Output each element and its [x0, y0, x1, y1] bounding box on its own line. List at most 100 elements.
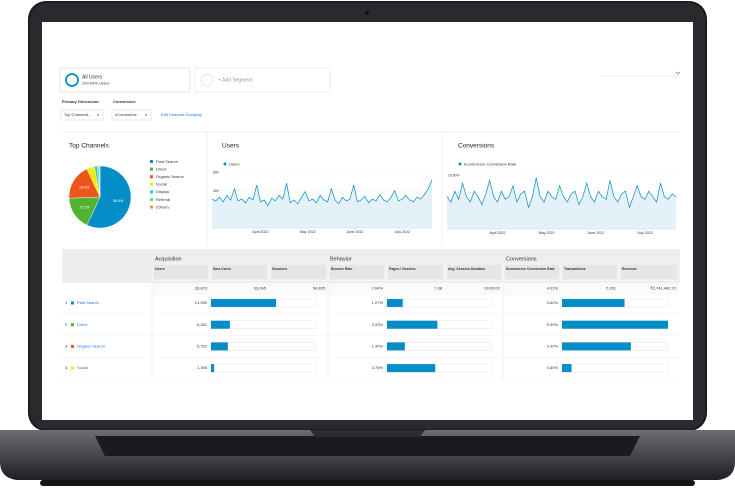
line: [446, 177, 677, 209]
row-rank: 4: [65, 365, 68, 370]
header-cell: [386, 263, 445, 281]
channel-swatch: [71, 366, 74, 370]
total-cell: [210, 282, 269, 295]
conversion-value: 3.62%: [547, 300, 559, 305]
segment-card[interactable]: [59, 67, 191, 93]
panel-title: Users: [222, 143, 240, 150]
area: [212, 179, 432, 228]
total-cell: [386, 282, 445, 295]
total-cell: [445, 282, 503, 295]
total-value: 33,873: [195, 286, 208, 291]
legend-swatch: [150, 205, 153, 209]
channel-link[interactable]: Paid Search: [77, 300, 99, 305]
bar: [211, 364, 215, 373]
column-header[interactable]: New Users: [213, 267, 231, 271]
bar: [387, 342, 405, 351]
users-value: 1,396: [197, 365, 208, 370]
legend-label: Display: [156, 189, 169, 194]
channel-link[interactable]: Direct: [77, 322, 88, 327]
bar: [562, 299, 625, 307]
channel-link[interactable]: Organic Search: [77, 343, 105, 348]
column-header[interactable]: Sessions: [272, 267, 287, 271]
total-cell: [561, 282, 619, 295]
add-segment[interactable]: + Add Segment: [218, 77, 253, 83]
total-cell: [619, 282, 679, 295]
channel-link[interactable]: Social: [77, 365, 88, 370]
column-header[interactable]: Users: [155, 267, 165, 271]
legend-swatch: [150, 190, 153, 194]
column-header[interactable]: Pages / Session: [389, 267, 416, 271]
total-value: 2.04%: [372, 286, 384, 291]
legend-label: Ecommerce Conversion Rate: [464, 161, 517, 166]
date-range-arrow[interactable]: [675, 71, 681, 75]
bar: [211, 299, 277, 307]
bounce-value: 3.78%: [372, 365, 384, 370]
total-value: 4.01%: [547, 286, 559, 291]
remove-icon[interactable]: [96, 113, 100, 117]
total-value: 54,835: [313, 286, 326, 291]
remove-icon[interactable]: [144, 113, 148, 117]
legend-label: Organic Search: [156, 174, 184, 179]
conversion-value: 3.90%: [547, 343, 559, 348]
bar: [211, 320, 230, 329]
header-cell: [503, 263, 561, 281]
keyboard-strip: [95, 436, 640, 456]
y-tick-label: 600: [213, 170, 219, 174]
legend-swatch: [150, 167, 153, 171]
bar-track: [210, 363, 317, 373]
y-tick-label: 400: [213, 189, 219, 193]
users-value: 6,281: [197, 322, 208, 327]
header-cell: [328, 263, 386, 281]
panel-title: Conversions: [458, 143, 495, 150]
add-segment-card[interactable]: [194, 67, 331, 93]
edit-grouping-link[interactable]: Edit Channel Grouping: [161, 112, 201, 117]
dimension-dropdown[interactable]: [60, 109, 104, 121]
conversion-label: Conversion:: [113, 99, 136, 104]
segment-detail: 100.00% Users: [82, 81, 109, 86]
column-header[interactable]: Revenue: [622, 267, 637, 271]
legend-swatch: [150, 175, 153, 179]
legend-swatch: [150, 198, 153, 201]
users-value: 5,752: [197, 343, 208, 348]
header-cell: [619, 263, 679, 281]
add-segment-icon: [200, 73, 214, 87]
column-header[interactable]: Avg. Session Duration: [448, 267, 485, 271]
bar: [387, 320, 438, 329]
bar: [562, 342, 631, 351]
total-value: 2,201: [606, 286, 617, 291]
pie-slice: [86, 165, 132, 229]
y-tick-label: 10.00%: [448, 173, 460, 177]
bounce-value: 1.40%: [372, 343, 384, 348]
area: [447, 177, 676, 229]
x-tick-label: July 2022: [637, 231, 652, 235]
x-tick-label: April 2022: [252, 230, 268, 234]
bounce-value: 3.93%: [372, 322, 384, 327]
header-cell: [210, 263, 269, 281]
column-header[interactable]: Transactions: [564, 267, 586, 271]
x-tick-label: June 2022: [347, 230, 364, 234]
column-header[interactable]: Bounce Rate: [331, 267, 352, 271]
bar: [562, 364, 572, 373]
legend-dot: [223, 162, 227, 166]
panel-title: Top Channels: [69, 143, 109, 150]
x-tick-label: May 2022: [300, 230, 316, 234]
conversion-value: eCommerce: [115, 112, 138, 117]
line: [211, 179, 433, 207]
row-rank: 3: [65, 343, 68, 348]
legend-label: Social: [156, 182, 167, 187]
total-cell: [503, 282, 561, 295]
x-tick-label: May 2022: [539, 231, 555, 235]
segment-icon: [65, 73, 79, 87]
header-cell: [152, 263, 210, 281]
x-tick-label: July 2022: [395, 230, 410, 234]
row-rank: 1: [65, 300, 68, 305]
column-header[interactable]: Ecommerce Conversion Rate: [506, 267, 555, 271]
pie-label: 17.5%: [79, 205, 90, 209]
primary-dimension-label: Primary Dimension:: [62, 99, 100, 104]
total-value: 7.38: [434, 286, 443, 291]
legend-dot: [458, 162, 462, 166]
total-value: 33,095: [254, 286, 267, 291]
conversion-dropdown[interactable]: [111, 109, 152, 121]
header-cell: [561, 263, 619, 281]
total-cell: [269, 282, 328, 295]
